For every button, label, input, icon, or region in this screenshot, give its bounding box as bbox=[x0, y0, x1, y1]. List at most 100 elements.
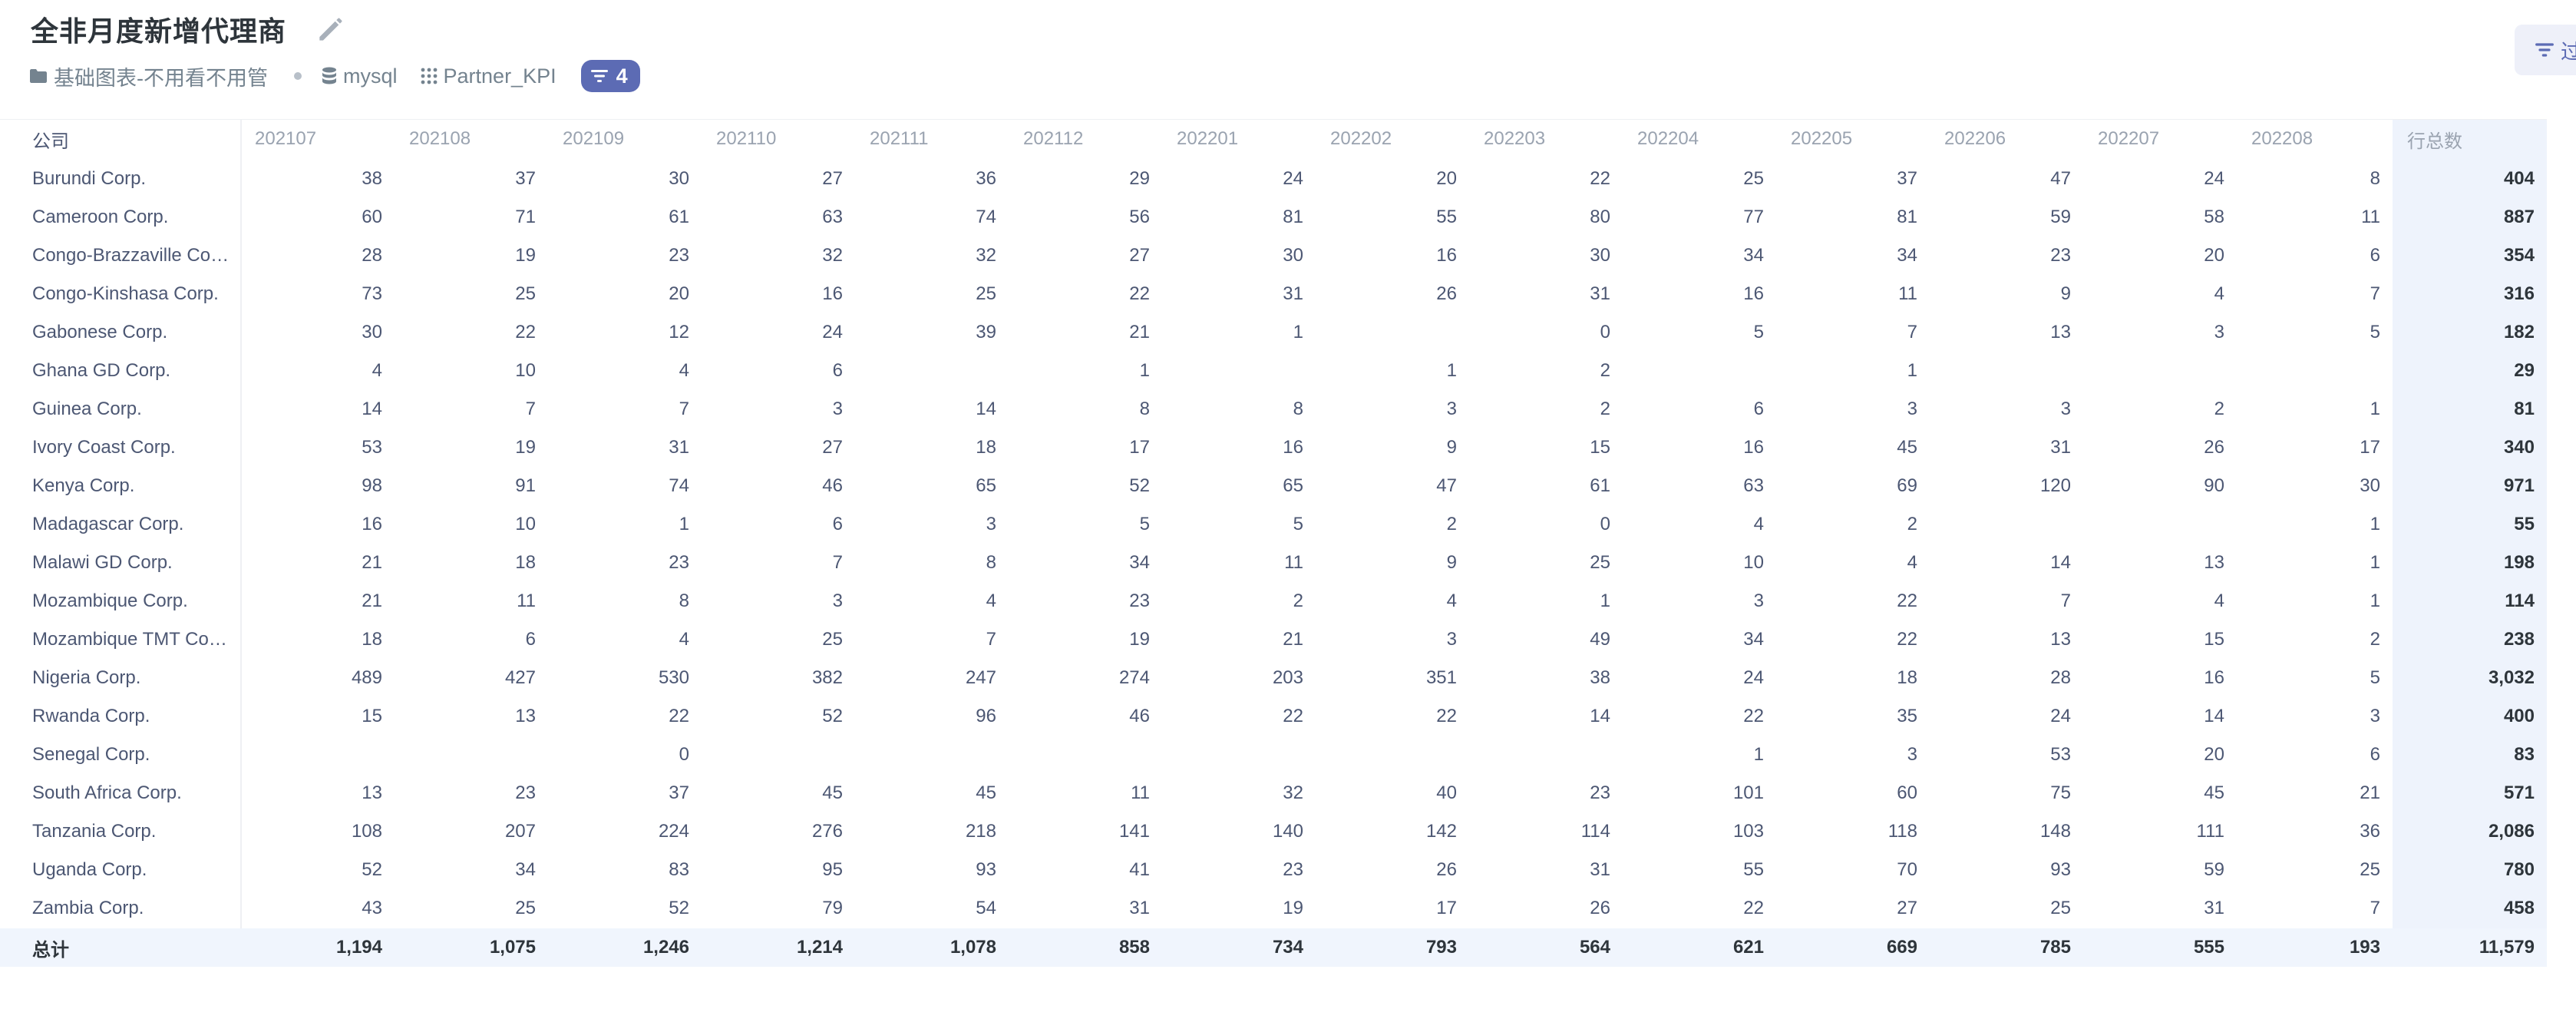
table-cell[interactable]: 59 bbox=[2204, 859, 2224, 880]
table-cell[interactable] bbox=[1469, 736, 1623, 774]
table-cell[interactable]: 27 bbox=[1129, 245, 1150, 266]
table-cell[interactable]: 7 bbox=[1907, 322, 1917, 342]
table-cell[interactable]: 61 bbox=[669, 207, 689, 227]
table-cell[interactable]: 10 bbox=[515, 360, 536, 381]
table-cell[interactable]: 4 bbox=[2214, 283, 2224, 304]
table-cell[interactable] bbox=[1623, 352, 1776, 390]
table-cell[interactable]: 22 bbox=[1129, 283, 1150, 304]
table-cell[interactable]: 5 bbox=[2370, 322, 2380, 342]
table-cell[interactable]: 11 bbox=[2361, 207, 2380, 227]
table-cell[interactable]: 81 bbox=[1283, 207, 1303, 227]
table-cell[interactable]: 7 bbox=[2370, 898, 2380, 918]
row-total-cell[interactable]: 458 bbox=[2503, 898, 2535, 918]
table-cell[interactable]: 13 bbox=[2050, 629, 2071, 650]
table-cell[interactable]: 1 bbox=[1907, 360, 1917, 381]
table-cell[interactable]: 26 bbox=[1436, 283, 1457, 304]
table-cell[interactable] bbox=[240, 736, 395, 774]
table-cell[interactable]: 63 bbox=[1743, 475, 1764, 496]
table-cell[interactable]: 1 bbox=[2370, 514, 2380, 534]
table-cell[interactable]: 80 bbox=[1590, 207, 1610, 227]
table-cell[interactable]: 25 bbox=[1743, 168, 1764, 189]
column-header-month[interactable]: 202205 bbox=[1791, 128, 1853, 149]
table-cell[interactable]: 18 bbox=[515, 552, 536, 573]
table-cell[interactable]: 5 bbox=[1293, 514, 1303, 534]
table-cell[interactable] bbox=[395, 736, 548, 774]
column-header-month[interactable]: 202202 bbox=[1330, 128, 1392, 149]
table-cell[interactable]: 16 bbox=[1743, 283, 1764, 304]
table-cell[interactable]: 36 bbox=[2360, 821, 2380, 842]
table-cell[interactable]: 14 bbox=[2050, 552, 2071, 573]
table-cell[interactable]: 14 bbox=[2204, 706, 2224, 726]
table-cell[interactable]: 23 bbox=[1283, 859, 1303, 880]
table-cell[interactable]: 30 bbox=[669, 168, 689, 189]
table-cell[interactable]: 120 bbox=[2039, 475, 2071, 496]
column-header-month[interactable]: 202204 bbox=[1637, 128, 1699, 149]
table-cell[interactable]: 46 bbox=[1129, 706, 1150, 726]
table-cell[interactable]: 19 bbox=[1129, 629, 1150, 650]
row-total-cell[interactable]: 340 bbox=[2503, 437, 2535, 458]
row-total-cell[interactable]: 55 bbox=[2514, 514, 2535, 534]
table-cell[interactable]: 108 bbox=[351, 821, 382, 842]
table-cell[interactable] bbox=[2237, 352, 2393, 390]
table-cell[interactable]: 55 bbox=[1743, 859, 1764, 880]
column-header-month[interactable]: 202108 bbox=[409, 128, 471, 149]
table-cell[interactable]: 35 bbox=[1897, 706, 1917, 726]
table-cell[interactable]: 1 bbox=[1139, 360, 1150, 381]
database-link[interactable]: mysql bbox=[322, 65, 398, 88]
column-header-month[interactable]: 202111 bbox=[870, 128, 929, 149]
table-cell[interactable]: 31 bbox=[2050, 437, 2071, 458]
table-cell[interactable]: 98 bbox=[362, 475, 382, 496]
table-cell[interactable]: 27 bbox=[822, 437, 843, 458]
table-cell[interactable]: 23 bbox=[669, 245, 689, 266]
table-cell[interactable]: 93 bbox=[976, 859, 996, 880]
table-cell[interactable]: 16 bbox=[1436, 245, 1457, 266]
table-cell[interactable]: 27 bbox=[1897, 898, 1917, 918]
table-cell[interactable]: 25 bbox=[1590, 552, 1610, 573]
table-cell[interactable]: 8 bbox=[2370, 168, 2380, 189]
table-cell[interactable]: 25 bbox=[515, 898, 536, 918]
row-total-cell[interactable]: 83 bbox=[2514, 744, 2535, 765]
table-cell[interactable]: 71 bbox=[515, 207, 536, 227]
table-cell[interactable]: 0 bbox=[1600, 322, 1610, 342]
table-cell[interactable]: 6 bbox=[2370, 744, 2380, 765]
table-cell[interactable]: 22 bbox=[1283, 706, 1303, 726]
table-cell[interactable]: 70 bbox=[1897, 859, 1917, 880]
table-cell[interactable]: 29 bbox=[1129, 168, 1150, 189]
table-cell[interactable]: 14 bbox=[976, 399, 996, 419]
table-cell[interactable]: 6 bbox=[2370, 245, 2380, 266]
table-cell[interactable]: 4 bbox=[1907, 552, 1917, 573]
table-cell[interactable]: 34 bbox=[1743, 629, 1764, 650]
table-cell[interactable]: 26 bbox=[1436, 859, 1457, 880]
table-cell[interactable]: 30 bbox=[2360, 475, 2380, 496]
table-cell[interactable]: 15 bbox=[362, 706, 382, 726]
table-cell[interactable]: 4 bbox=[986, 591, 996, 611]
table-cell[interactable]: 141 bbox=[1118, 821, 1150, 842]
table-cell[interactable]: 23 bbox=[2050, 245, 2071, 266]
table-cell[interactable]: 1 bbox=[2370, 552, 2380, 573]
table-cell[interactable]: 24 bbox=[822, 322, 843, 342]
column-header-month[interactable]: 202203 bbox=[1484, 128, 1546, 149]
table-cell[interactable]: 21 bbox=[2360, 782, 2380, 803]
table-cell[interactable]: 22 bbox=[1743, 898, 1764, 918]
table-cell[interactable]: 83 bbox=[669, 859, 689, 880]
table-cell[interactable]: 427 bbox=[504, 667, 536, 688]
table-cell[interactable]: 23 bbox=[669, 552, 689, 573]
table-cell[interactable]: 52 bbox=[669, 898, 689, 918]
table-cell[interactable]: 9 bbox=[1446, 437, 1457, 458]
table-cell[interactable]: 351 bbox=[1425, 667, 1457, 688]
table-cell[interactable]: 8 bbox=[986, 552, 996, 573]
table-cell[interactable]: 2 bbox=[1293, 591, 1303, 611]
table-cell[interactable] bbox=[1162, 352, 1316, 390]
table-cell[interactable]: 6 bbox=[832, 514, 843, 534]
table-cell[interactable]: 19 bbox=[515, 437, 536, 458]
table-cell[interactable]: 23 bbox=[1590, 782, 1610, 803]
table-cell[interactable]: 24 bbox=[1743, 667, 1764, 688]
table-cell[interactable]: 5 bbox=[1139, 514, 1150, 534]
table-cell[interactable]: 203 bbox=[1272, 667, 1303, 688]
table-cell[interactable]: 53 bbox=[2050, 744, 2071, 765]
table-link[interactable]: Partner_KPI bbox=[421, 65, 556, 88]
page-title[interactable]: 全非月度新增代理商 bbox=[31, 15, 287, 47]
table-cell[interactable]: 95 bbox=[822, 859, 843, 880]
table-cell[interactable] bbox=[1009, 736, 1162, 774]
table-cell[interactable]: 276 bbox=[811, 821, 843, 842]
